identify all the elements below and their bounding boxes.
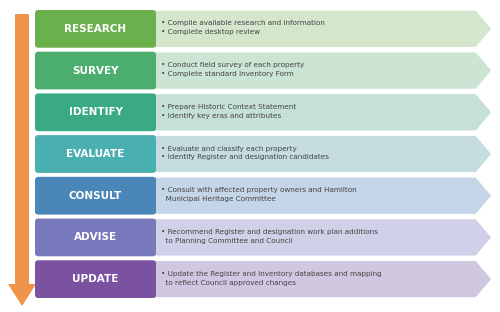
Text: • Evaluate and classify each property
• Identify Register and designation candid: • Evaluate and classify each property • … xyxy=(161,145,329,160)
Text: • Conduct field survey of each property
• Complete standard Inventory Form: • Conduct field survey of each property … xyxy=(161,62,304,77)
Text: • Recommend Register and designation work plan additions
  to Planning Committee: • Recommend Register and designation wor… xyxy=(161,229,378,244)
Text: • Compile available research and information
• Complete desktop review: • Compile available research and informa… xyxy=(161,20,325,35)
Polygon shape xyxy=(38,93,492,131)
Polygon shape xyxy=(38,52,492,90)
Text: EVALUATE: EVALUATE xyxy=(66,149,124,159)
Text: • Consult with affected property owners and Hamilton
  Municipal Heritage Commit: • Consult with affected property owners … xyxy=(161,187,356,202)
Text: CONSULT: CONSULT xyxy=(69,191,122,201)
Bar xyxy=(15,14,29,284)
Text: • Prepare Historic Context Statement
• Identify key eras and attributes: • Prepare Historic Context Statement • I… xyxy=(161,104,296,119)
Polygon shape xyxy=(8,284,36,306)
Text: IDENTIFY: IDENTIFY xyxy=(68,107,122,117)
Text: ADVISE: ADVISE xyxy=(74,232,117,242)
Polygon shape xyxy=(38,219,492,256)
FancyBboxPatch shape xyxy=(35,135,156,173)
FancyBboxPatch shape xyxy=(35,93,156,131)
Polygon shape xyxy=(38,260,492,298)
Text: UPDATE: UPDATE xyxy=(72,274,118,284)
Text: RESEARCH: RESEARCH xyxy=(64,24,126,34)
Polygon shape xyxy=(38,177,492,215)
FancyBboxPatch shape xyxy=(35,177,156,215)
FancyBboxPatch shape xyxy=(35,52,156,90)
FancyBboxPatch shape xyxy=(35,260,156,298)
Polygon shape xyxy=(38,135,492,173)
Text: • Update the Register and Inventory databases and mapping
  to reflect Council a: • Update the Register and Inventory data… xyxy=(161,271,382,286)
FancyBboxPatch shape xyxy=(35,10,156,48)
Polygon shape xyxy=(38,10,492,48)
FancyBboxPatch shape xyxy=(35,219,156,256)
Text: SURVEY: SURVEY xyxy=(72,66,119,76)
